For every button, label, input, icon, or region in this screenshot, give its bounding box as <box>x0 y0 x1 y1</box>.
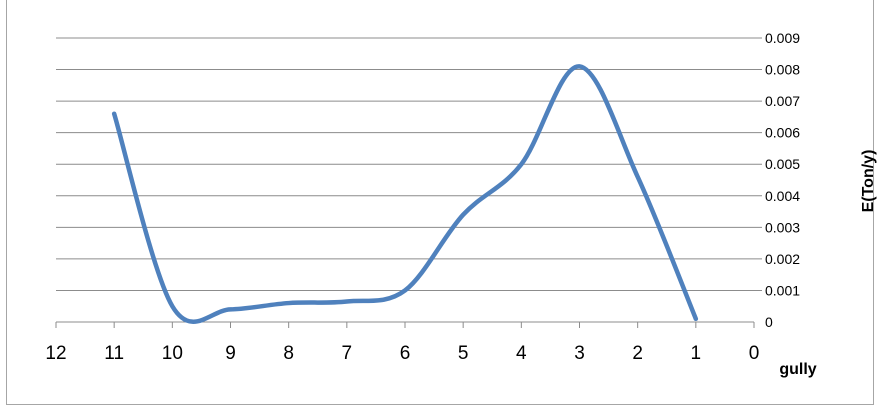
y-tick-label: 0.008 <box>765 62 800 78</box>
x-tick-label: 12 <box>45 343 66 364</box>
x-tick-label: 6 <box>400 343 411 364</box>
y-tick-label: 0.005 <box>765 156 800 172</box>
x-tick-label: 1 <box>691 343 702 364</box>
x-tick-label: 8 <box>283 343 294 364</box>
series-line <box>111 64 699 324</box>
x-axis-label: gully <box>779 361 816 378</box>
y-tick-label: 0.007 <box>765 93 800 109</box>
y-tick-label: 0.003 <box>765 219 800 235</box>
y-tick-label: 0.002 <box>765 251 800 267</box>
x-tick-label: 2 <box>632 343 643 364</box>
x-tick-label: 9 <box>225 343 236 364</box>
x-tick-label: 4 <box>516 343 527 364</box>
x-axis-tick-labels: 12 11 10 9 8 7 6 5 4 3 2 1 0 <box>45 343 759 364</box>
y-tick-label: 0 <box>765 314 773 330</box>
y-tick-label: 0.009 <box>765 30 800 46</box>
y-tick-label: 0.006 <box>765 125 800 141</box>
grid-lines <box>56 37 762 291</box>
y-tick-label: 0.001 <box>765 282 800 298</box>
y-axis-label: E(Ton/y) <box>860 150 877 213</box>
x-tick-label: 5 <box>458 343 469 364</box>
series-layer <box>111 64 699 324</box>
x-tick-label: 0 <box>749 343 760 364</box>
x-tick-label: 3 <box>574 343 585 364</box>
x-tick-label: 10 <box>162 343 183 364</box>
chart-frame <box>6 0 874 405</box>
y-tick-label: 0.004 <box>765 188 800 204</box>
y-axis-tick-labels: 0 0.001 0.002 0.003 0.004 0.005 0.006 0.007 0.00… <box>765 30 800 330</box>
x-tick-label: 11 <box>104 343 124 364</box>
x-tick-label: 7 <box>342 343 353 364</box>
x-axis <box>55 321 755 328</box>
